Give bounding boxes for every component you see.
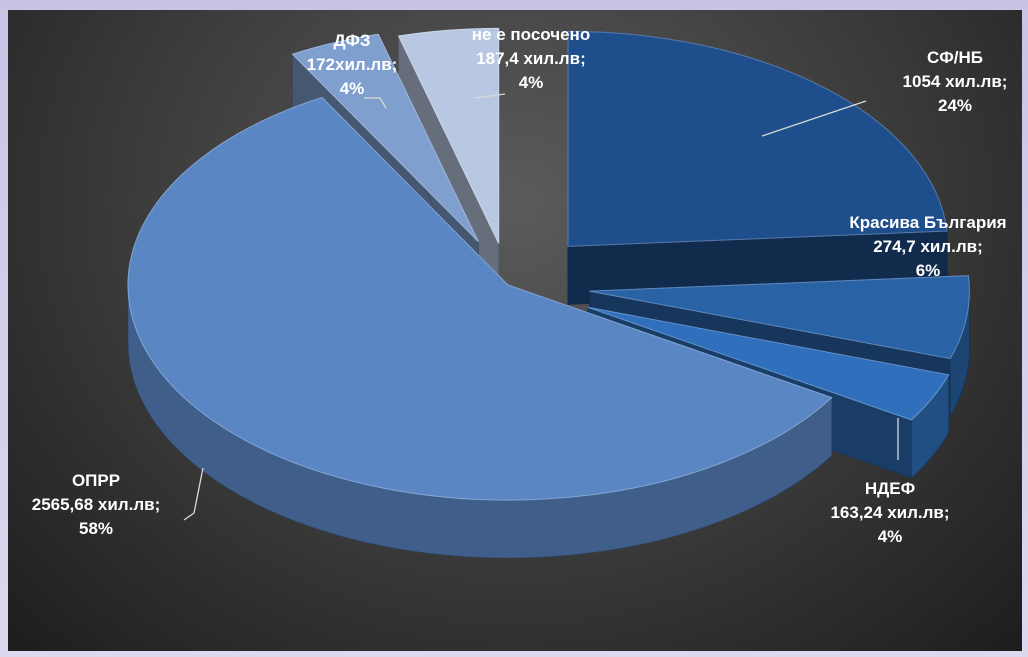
slice-top (127, 96, 833, 501)
slice-top (589, 275, 970, 360)
slice-label-name: НДЕФ (865, 479, 915, 498)
slice-label-value: 274,7 хил.лв; (873, 237, 983, 256)
slice-top (587, 306, 950, 421)
pie-slice (127, 96, 833, 559)
slice-label-value: 172хил.лв; (307, 55, 398, 74)
slice-label-name: Красива България (849, 213, 1006, 232)
slice-label-value: 1054 хил.лв; (903, 72, 1008, 91)
slice-label-percent: 4% (340, 79, 365, 98)
slice-label-value: 2565,68 хил.лв; (32, 495, 161, 514)
chart-area: СФ/НБ 1054 хил.лв; 24% Красива България 274,… (8, 10, 1022, 651)
slice-label-percent: 4% (878, 527, 903, 546)
slice-label-value: 163,24 хил.лв; (830, 503, 949, 522)
slice-label-name: ДФЗ (333, 31, 370, 50)
slice-label-percent: 6% (916, 261, 941, 280)
slice-label-name: СФ/НБ (927, 48, 983, 67)
slice-top (291, 33, 479, 243)
leader-line (473, 93, 506, 99)
slice-label-percent: 58% (79, 519, 113, 538)
slice-label-name: ОПРР (72, 471, 120, 490)
pie-slice (567, 30, 948, 305)
pie-chart: СФ/НБ 1054 хил.лв; 24% Красива България 274,… (32, 25, 1008, 559)
slice-label-name: не е посочено (472, 25, 590, 44)
leader-line (761, 100, 867, 137)
slice-label-value: 187,4 хил.лв; (476, 49, 586, 68)
slice-label-percent: 24% (938, 96, 972, 115)
slice-top (397, 27, 500, 244)
slice-label-percent: 4% (519, 73, 544, 92)
leader-line (183, 467, 204, 521)
leader-line (364, 97, 387, 109)
slice-top (567, 30, 948, 247)
